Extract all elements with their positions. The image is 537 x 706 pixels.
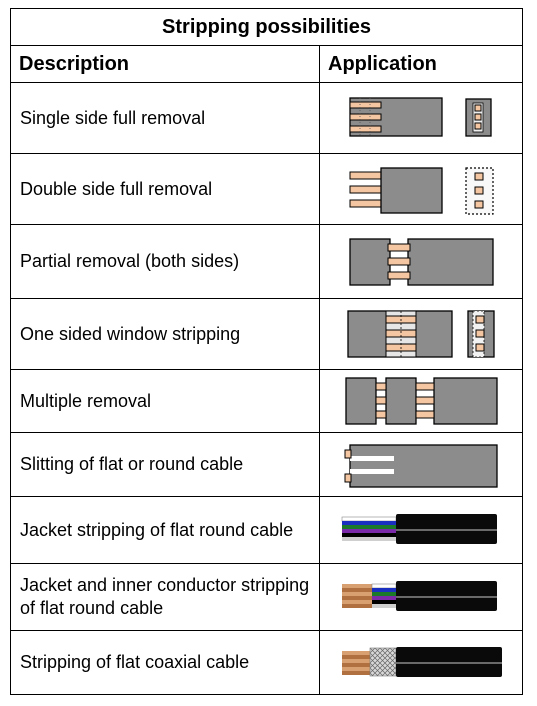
table-row: Jacket stripping of flat round cable [10,496,523,564]
row-description: Stripping of flat coaxial cable [10,630,320,695]
row-description: One sided window stripping [10,298,320,370]
partial-removal-icon [349,237,494,286]
multiple-removal-icon [345,377,498,425]
coaxial-stripping-icon [342,646,502,677]
table-row: One sided window stripping [10,298,523,370]
table-row: Multiple removal [10,369,523,433]
table-row: Jacket and inner conductor stripping of … [10,563,523,631]
window-stripping-icon [347,310,495,358]
table-row: Single side full removal [10,82,523,154]
description-header: Description [10,45,320,83]
jacket-inner-conductor-stripping-icon [342,581,497,611]
table-row: Double side full removal [10,153,523,225]
table-row: Slitting of flat or round cable [10,432,523,497]
row-description: Single side full removal [10,82,320,154]
application-header: Application [319,45,523,83]
table-title: Stripping possibilities [10,8,523,46]
single-side-full-removal-icon [349,97,492,137]
jacket-stripping-icon [341,514,497,544]
table-row: Partial removal (both sides) [10,224,523,299]
row-description: Jacket and inner conductor stripping of … [10,563,320,631]
row-description: Multiple removal [10,369,320,433]
row-description: Double side full removal [10,153,320,225]
row-description: Partial removal (both sides) [10,224,320,299]
double-side-full-removal-icon [349,167,494,215]
stripping-table: Stripping possibilities Description Appl… [10,8,523,695]
slitting-icon [344,443,498,488]
row-description: Jacket stripping of flat round cable [10,496,320,564]
row-description: Slitting of flat or round cable [10,432,320,497]
table-row: Stripping of flat coaxial cable [10,630,523,695]
